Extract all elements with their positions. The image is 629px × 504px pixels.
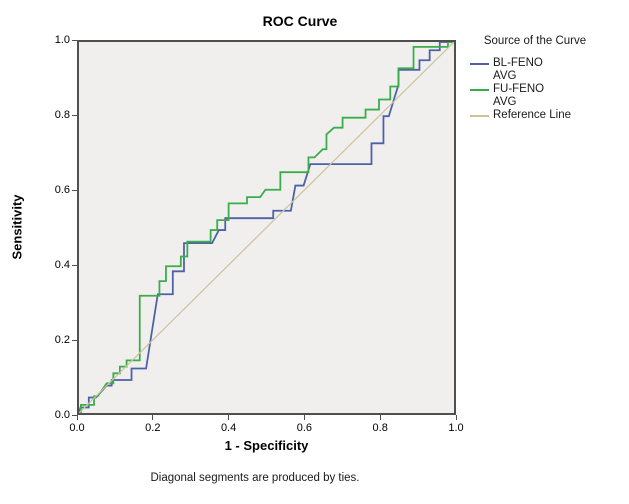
- y-tick-label: 1.0: [54, 33, 70, 46]
- legend-label-line: Reference Line: [493, 109, 571, 121]
- x-tick-label: 0.4: [220, 422, 237, 434]
- legend-item: FU-FENO AVG: [470, 83, 625, 109]
- y-tick-label: 0.2: [54, 333, 70, 346]
- roc-curves-canvas: [79, 42, 454, 413]
- x-tick-label: 0.8: [372, 422, 388, 434]
- x-tick-label: 0.2: [145, 422, 161, 434]
- y-tick-mark: [72, 264, 77, 266]
- x-tick-mark: [76, 415, 78, 420]
- y-tick-mark: [72, 39, 77, 41]
- legend-item: BL-FENO AVG: [470, 57, 625, 83]
- legend: Source of the Curve BL-FENO AVG FU-FENO AVG…: [470, 34, 625, 123]
- chart-title: ROC Curve: [262, 13, 338, 29]
- legend-label-line: FU-FENO: [493, 83, 545, 95]
- legend-swatch-line-icon: [470, 89, 489, 91]
- legend-label-line: BL-FENO: [493, 57, 543, 69]
- legend-item: Reference Line: [470, 109, 625, 123]
- footnote-ties: Diagonal segments are produced by ties.: [150, 472, 360, 484]
- legend-title: Source of the Curve: [483, 35, 587, 47]
- legend-item-label: Reference Line: [493, 109, 571, 123]
- x-tick-mark: [303, 415, 305, 420]
- y-tick-label: 0.6: [54, 183, 70, 196]
- legend-label-line: AVG: [493, 69, 517, 82]
- curve-fu-feno-avg: [79, 42, 454, 413]
- y-tick-mark: [72, 114, 77, 116]
- x-tick-label: 1.0: [448, 422, 464, 434]
- legend-label-line: AVG: [493, 95, 517, 108]
- curve-reference-line: [79, 42, 454, 413]
- y-tick-label: 0.4: [54, 258, 70, 271]
- x-axis-title: 1 - Specificity: [224, 438, 309, 453]
- x-tick-mark: [379, 415, 381, 420]
- y-tick-mark: [72, 414, 77, 416]
- legend-item-label: FU-FENO AVG: [493, 83, 544, 109]
- legend-swatch-line-icon: [470, 63, 489, 65]
- plot-area: [77, 40, 456, 415]
- x-tick-mark: [455, 415, 457, 420]
- x-tick-label: 0.0: [69, 422, 85, 434]
- y-tick-label: 0.0: [54, 408, 70, 421]
- y-tick-mark: [72, 189, 77, 191]
- legend-item-label: BL-FENO AVG: [493, 57, 543, 83]
- x-tick-label: 0.6: [296, 422, 313, 434]
- x-tick-mark: [152, 415, 154, 420]
- x-tick-mark: [228, 415, 230, 420]
- y-axis-title: Sensitivity: [9, 194, 25, 260]
- y-tick-mark: [72, 339, 77, 341]
- legend-swatch-line-icon: [470, 115, 489, 117]
- y-tick-label: 0.8: [54, 108, 70, 121]
- legend-items: BL-FENO AVG FU-FENO AVG Reference Line: [470, 57, 625, 123]
